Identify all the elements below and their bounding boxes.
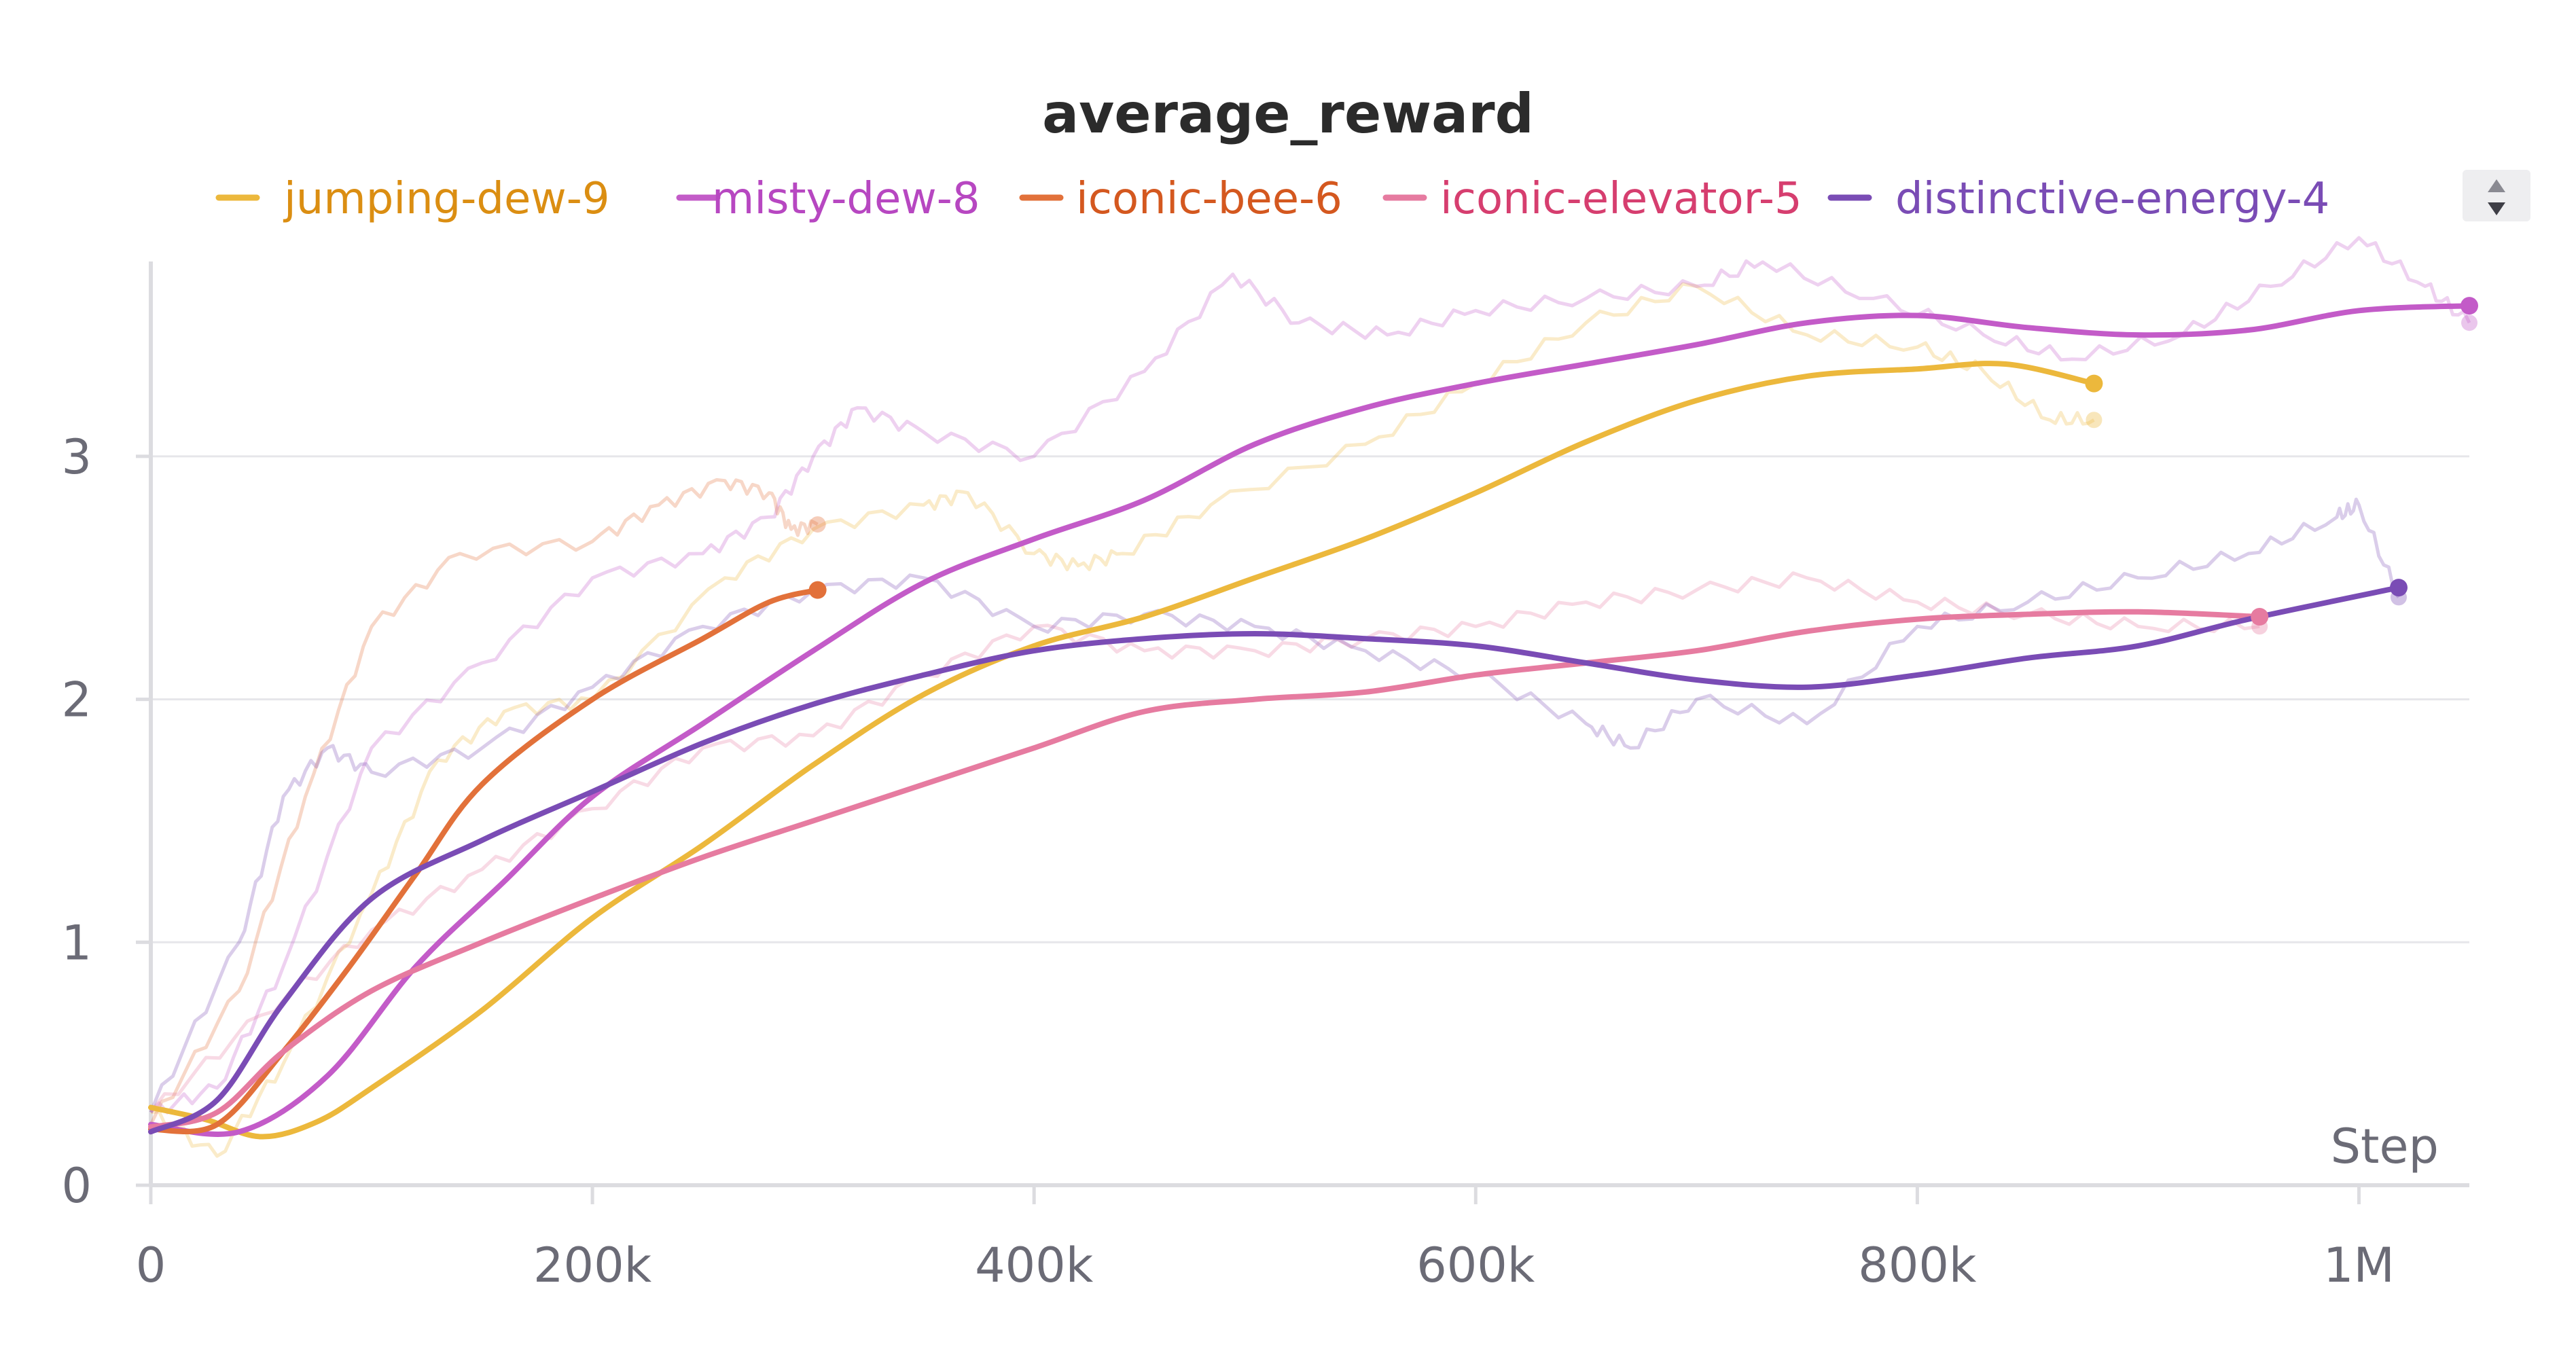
series-end-point[interactable] <box>808 581 827 599</box>
series-end-point[interactable] <box>2251 608 2269 626</box>
raw-series-line <box>149 497 2401 1113</box>
x-tick-label: 400k <box>975 1238 1094 1293</box>
raw-series-line <box>150 282 2095 1158</box>
legend-label: iconic-elevator-5 <box>1440 174 1802 224</box>
series-line[interactable] <box>148 585 2401 1135</box>
legend-label: distinctive-energy-4 <box>1895 174 2329 224</box>
raw-end-point <box>2086 412 2103 429</box>
x-tick-label: 200k <box>533 1238 652 1293</box>
x-tick-label: 800k <box>1858 1238 1977 1293</box>
axes <box>136 261 2469 1204</box>
legend-item[interactable]: iconic-elevator-5 <box>1382 174 1802 224</box>
legend-item[interactable]: iconic-bee-6 <box>1019 174 1342 224</box>
x-tick-label: 600k <box>1416 1238 1535 1293</box>
tick-labels: 0 1 2 3 0 200k 400k 600k 800k 1M <box>61 429 2394 1293</box>
raw-series-line <box>149 571 2260 1114</box>
legend-label: iconic-bee-6 <box>1076 174 1342 224</box>
smoothed-lines <box>148 303 2472 1140</box>
series-end-point[interactable] <box>2085 374 2103 393</box>
series-line[interactable] <box>148 587 821 1135</box>
legend-item[interactable]: misty-dew-8 <box>676 174 980 224</box>
y-tick-label: 0 <box>61 1158 92 1214</box>
up-down-arrows-icon <box>2488 179 2505 215</box>
series-line[interactable] <box>148 361 2097 1140</box>
grid <box>151 455 2469 943</box>
legend-item[interactable]: jumping-dew-9 <box>215 174 610 224</box>
chart-title: average_reward <box>1042 82 1534 145</box>
series-end-point[interactable] <box>2389 579 2408 597</box>
legend-label: jumping-dew-9 <box>283 174 610 224</box>
end-points <box>808 297 2478 635</box>
sort-toggle-button[interactable] <box>2463 170 2530 221</box>
raw-end-point <box>809 516 826 533</box>
legend: jumping-dew-9 misty-dew-8 iconic-bee-6 icon… <box>215 174 2329 224</box>
y-tick-label: 1 <box>61 915 92 971</box>
raw-lines <box>149 236 2471 1158</box>
series-line[interactable] <box>148 303 2472 1137</box>
x-tick-label: 1M <box>2323 1238 2395 1293</box>
x-axis-label: Step <box>2331 1119 2439 1174</box>
x-tick-label: 0 <box>136 1238 166 1293</box>
series-end-point[interactable] <box>2461 297 2478 315</box>
raw-end-point <box>2461 314 2477 331</box>
series-line[interactable] <box>148 609 2263 1130</box>
raw-series-line <box>149 477 819 1125</box>
raw-series-line <box>149 236 2471 1115</box>
y-tick-label: 3 <box>61 429 92 485</box>
legend-label: misty-dew-8 <box>712 174 980 224</box>
legend-item[interactable]: distinctive-energy-4 <box>1827 174 2329 224</box>
y-tick-label: 2 <box>61 672 92 728</box>
